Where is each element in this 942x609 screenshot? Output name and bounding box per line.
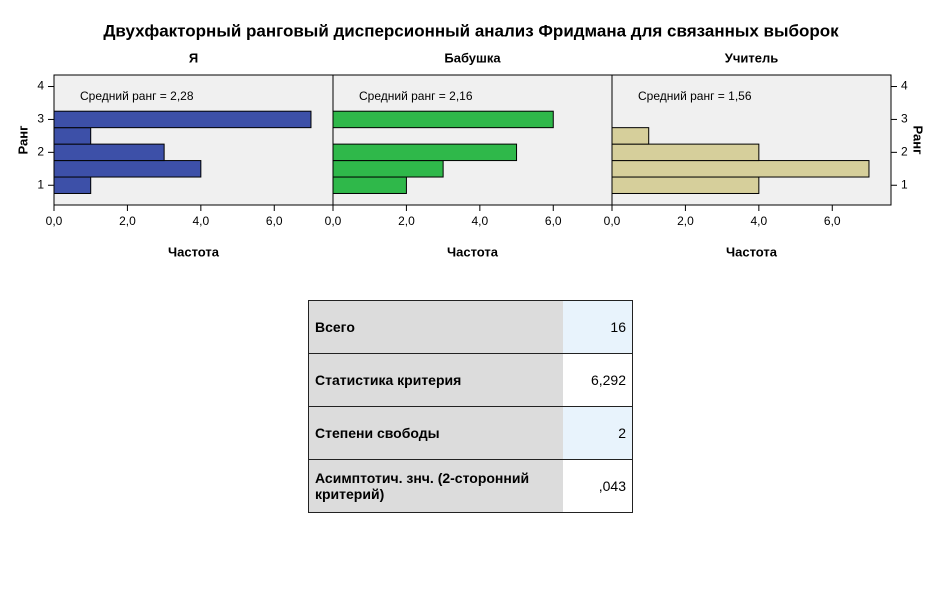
bar (53, 143, 165, 162)
row-label: Всего (308, 300, 563, 354)
y-tick-label: 4 (37, 79, 44, 93)
y-axis-label: Ранг (15, 125, 30, 155)
bar (332, 160, 444, 178)
y-tick-label: 1 (901, 177, 908, 191)
x-axis-label: Частота (168, 244, 220, 259)
y-tick-label: 2 (901, 145, 908, 159)
bar (611, 160, 870, 178)
x-tick-label: 6,0 (545, 214, 562, 228)
x-axis-label: Частота (726, 244, 778, 259)
row-value: ,043 (563, 459, 633, 513)
x-tick-label: 4,0 (471, 214, 488, 228)
y-tick-label: 4 (901, 79, 908, 93)
y-tick-label: 3 (901, 112, 908, 126)
row-label: Степени свободы (308, 406, 563, 460)
y-tick-label: 1 (37, 177, 44, 191)
bar (611, 176, 760, 194)
panel-title: Я (189, 50, 198, 65)
x-tick-label: 4,0 (750, 214, 767, 228)
panel-title: Бабушка (444, 50, 501, 65)
x-axis-label: Частота (447, 244, 499, 259)
bar (611, 143, 760, 162)
table-row: Асимптотич. знч. (2-сторонний критерий),… (308, 459, 633, 513)
bar (53, 160, 202, 178)
bar (53, 176, 92, 194)
row-label: Статистика критерия (308, 353, 563, 407)
x-tick-label: 2,0 (119, 214, 136, 228)
x-tick-label: 0,0 (46, 214, 63, 228)
x-tick-label: 0,0 (604, 214, 621, 228)
bar (611, 127, 650, 145)
x-tick-label: 4,0 (192, 214, 209, 228)
row-label: Асимптотич. знч. (2-сторонний критерий) (308, 459, 563, 513)
bar (53, 127, 92, 145)
row-value: 16 (563, 300, 633, 354)
x-tick-label: 6,0 (824, 214, 841, 228)
y-tick-label: 2 (37, 145, 44, 159)
table-row: Степени свободы 2 (308, 406, 633, 460)
row-value: 6,292 (563, 353, 633, 407)
x-tick-label: 2,0 (677, 214, 694, 228)
stats-table: Всего 16 Статистика критерия 6,292 Степени… (308, 300, 633, 513)
x-tick-label: 6,0 (266, 214, 283, 228)
annotation: Средний ранг = 1,56 (638, 89, 752, 103)
y-tick-label: 3 (37, 112, 44, 126)
bar (332, 176, 407, 194)
x-tick-label: 2,0 (398, 214, 415, 228)
panel-title: Учитель (725, 50, 778, 65)
chart-title: Двухфакторный ранговый дисперсионный ана… (103, 21, 839, 40)
annotation: Средний ранг = 2,28 (80, 89, 194, 103)
bar (53, 110, 312, 129)
bar (332, 110, 554, 129)
y-axis-label: Ранг (911, 126, 926, 156)
chart: Двухфакторный ранговый дисперсионный ана… (15, 21, 926, 259)
table-row: Всего 16 (308, 300, 633, 354)
row-value: 2 (563, 406, 633, 460)
annotation: Средний ранг = 2,16 (359, 89, 473, 103)
bar (332, 143, 518, 162)
table-row: Статистика критерия 6,292 (308, 353, 633, 407)
x-tick-label: 0,0 (325, 214, 342, 228)
